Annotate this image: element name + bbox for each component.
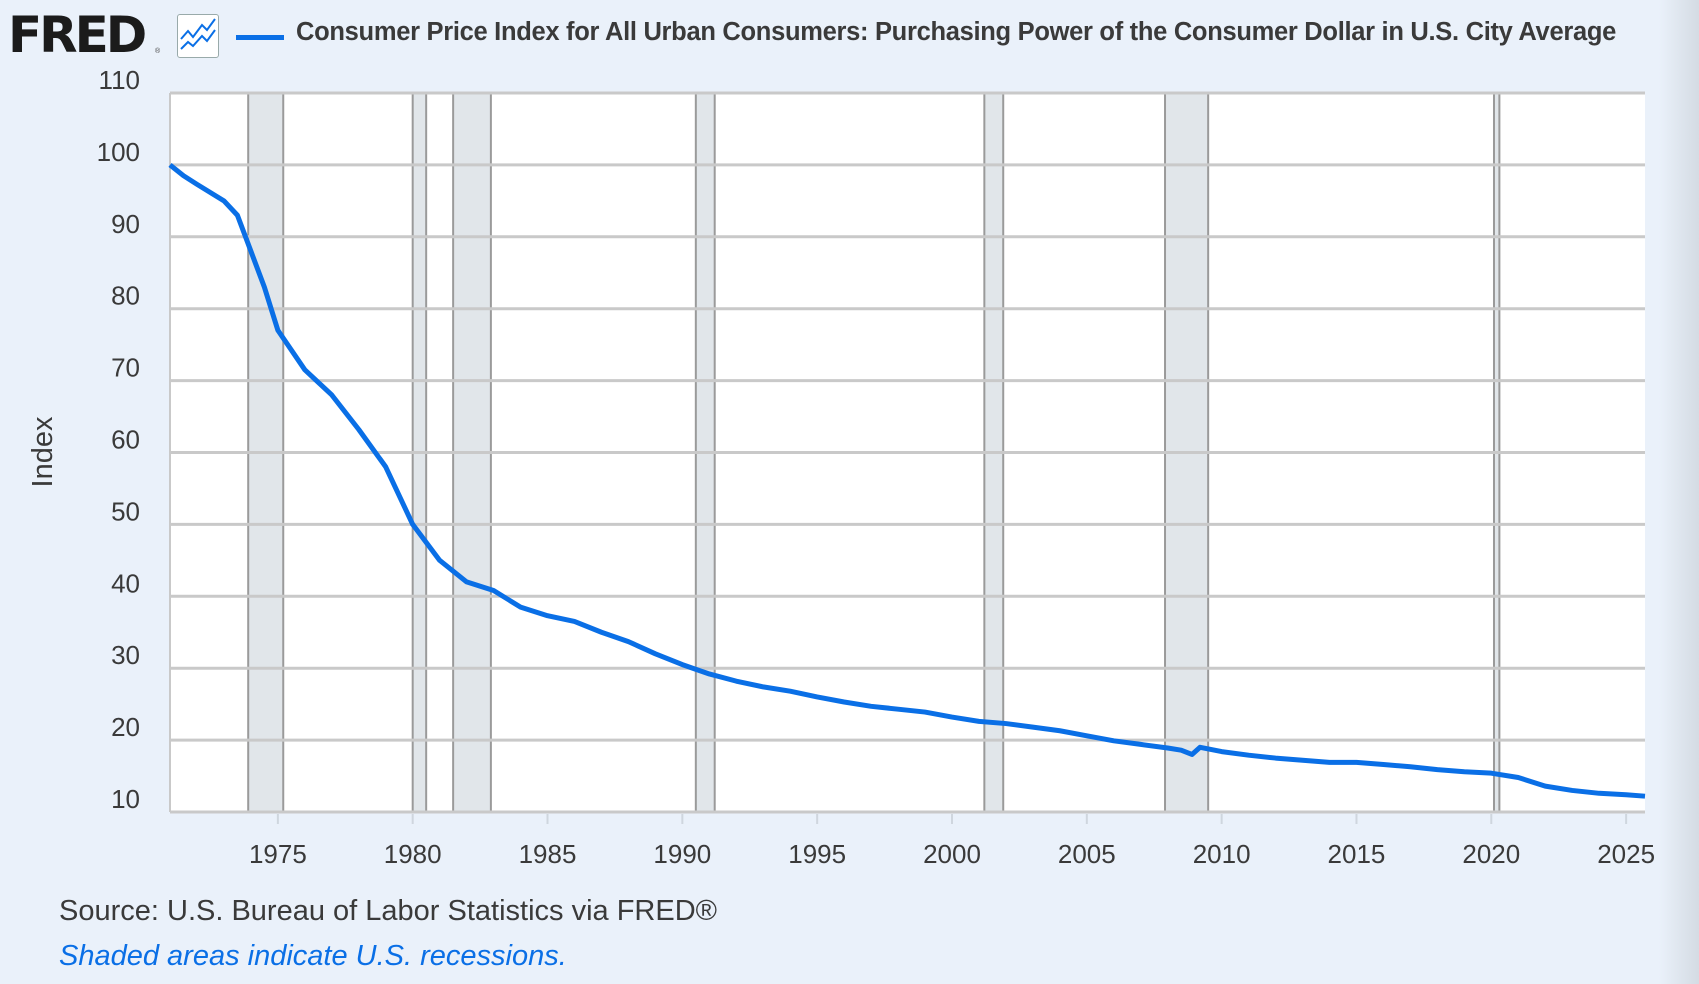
fred-logo-registered: ® <box>155 48 161 55</box>
recession-note: Shaded areas indicate U.S. recessions. <box>59 940 567 972</box>
y-tick-label: 70 <box>111 353 140 383</box>
chart-title[interactable]: Consumer Price Index for All Urban Consu… <box>296 18 1616 46</box>
y-tick-label: 90 <box>111 209 140 239</box>
source-text: Source: U.S. Bureau of Labor Statistics … <box>59 895 718 927</box>
x-tick-label: 2010 <box>1193 839 1251 869</box>
series-line <box>168 162 1646 799</box>
graph-icon[interactable] <box>177 14 219 58</box>
x-tick-label: 2000 <box>923 839 981 869</box>
x-tick-label: 1995 <box>788 839 846 869</box>
y-tick-label: 30 <box>111 640 140 670</box>
y-tick-label: 100 <box>97 137 140 167</box>
x-tick-label: 1975 <box>249 839 307 869</box>
legend-swatch <box>236 35 284 40</box>
x-tick-label: 2005 <box>1058 839 1116 869</box>
x-tick-label: 1985 <box>519 839 577 869</box>
x-tick-label: 1980 <box>384 839 442 869</box>
x-tick-label: 2020 <box>1462 839 1520 869</box>
x-tick-label: 2015 <box>1328 839 1386 869</box>
y-tick-label: 10 <box>111 784 140 814</box>
y-tick-label: 20 <box>111 712 140 742</box>
y-tick-label: 60 <box>111 425 140 455</box>
y-tick-label: 40 <box>111 568 140 598</box>
y-tick-label: 50 <box>111 496 140 526</box>
x-tick-label: 1990 <box>653 839 711 869</box>
y-axis-label: Index <box>27 416 59 487</box>
y-tick-label: 110 <box>99 65 140 95</box>
fred-logo[interactable]: FRED <box>8 6 147 64</box>
y-tick-label: 80 <box>111 281 140 311</box>
page-edge-shadow <box>1659 0 1699 984</box>
x-tick-label: 2025 <box>1597 839 1655 869</box>
